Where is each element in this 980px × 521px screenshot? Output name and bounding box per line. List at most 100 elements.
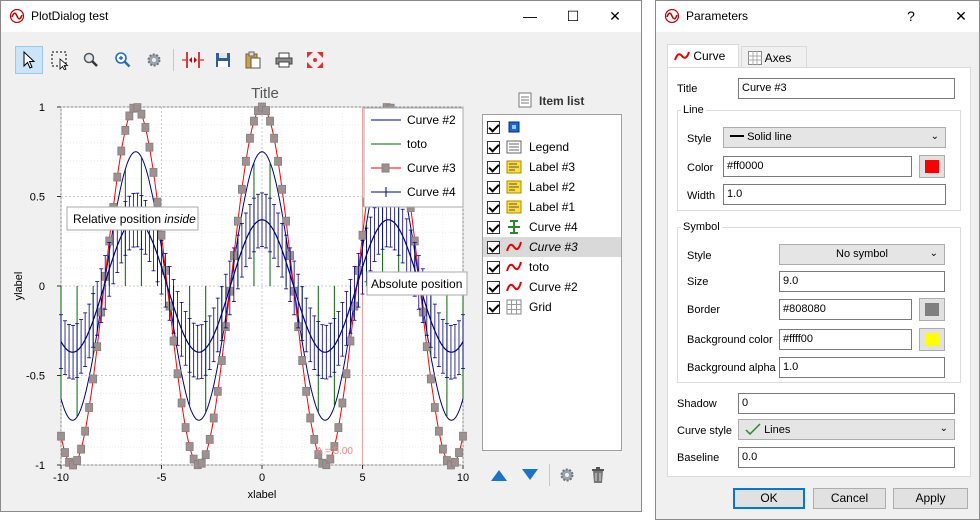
plot-window-titlebar[interactable]: PlotDialog test — ☐ ✕ bbox=[1, 1, 641, 32]
item-visibility-checkbox[interactable] bbox=[487, 261, 500, 274]
move-down-icon[interactable] bbox=[521, 467, 539, 483]
label-relative[interactable]: Relative position inside bbox=[66, 206, 199, 231]
item-list-icon bbox=[518, 92, 532, 108]
item-visibility-checkbox[interactable] bbox=[487, 301, 500, 314]
item-list-row[interactable]: Grid bbox=[483, 297, 621, 317]
series-marker bbox=[430, 403, 439, 412]
ok-button[interactable]: OK bbox=[733, 488, 805, 509]
width-field[interactable]: 1.0 bbox=[723, 184, 946, 205]
border-color-button[interactable] bbox=[919, 298, 945, 321]
item-label: Curve #2 bbox=[529, 280, 578, 294]
select-tool-button[interactable] bbox=[15, 46, 43, 74]
item-list-row[interactable]: Label #3 bbox=[483, 157, 621, 177]
item-list[interactable]: Legend Label #3 Label #2 Label #1 Curve #4 Cu… bbox=[482, 114, 622, 451]
series-marker bbox=[217, 356, 226, 365]
item-list-row[interactable]: Curve #4 bbox=[483, 217, 621, 237]
legend-icon bbox=[506, 139, 522, 155]
curve-style-label: Curve style bbox=[677, 425, 733, 437]
title-field[interactable]: Curve #3 bbox=[738, 78, 955, 99]
bg-color-field[interactable]: #ffff00 bbox=[779, 329, 912, 350]
legend-marker bbox=[381, 163, 390, 173]
errorbar-icon bbox=[506, 219, 522, 235]
list-tools-separator bbox=[549, 464, 550, 486]
series-marker bbox=[262, 106, 270, 115]
item-list-row[interactable] bbox=[483, 117, 621, 137]
move-up-icon[interactable] bbox=[490, 467, 508, 483]
curve-icon bbox=[506, 259, 522, 275]
item-visibility-checkbox[interactable] bbox=[487, 181, 500, 194]
parameters-titlebar[interactable]: Parameters ? ✕ bbox=[656, 1, 979, 32]
symbol-style-select[interactable]: No symbol ⌄ bbox=[779, 244, 945, 265]
series-marker bbox=[117, 146, 126, 156]
shadow-field[interactable]: 0 bbox=[738, 393, 955, 414]
item-list-row[interactable]: Curve #3 bbox=[483, 237, 621, 257]
axis-ticks: -10 -5 0 5 10 -1 -0.5 0 0.5 1 bbox=[26, 102, 469, 484]
curve-style-select[interactable]: Lines ⌄ bbox=[738, 419, 955, 440]
label-icon bbox=[506, 199, 522, 215]
close-button[interactable]: ✕ bbox=[609, 8, 621, 24]
series-marker bbox=[89, 374, 98, 384]
series-marker bbox=[189, 454, 198, 464]
maximize-button[interactable]: ☐ bbox=[566, 8, 580, 24]
label-absolute-text: Absolute position bbox=[371, 277, 462, 291]
item-visibility-checkbox[interactable] bbox=[487, 201, 500, 214]
plot-canvas[interactable]: Title -10 -5 0 5 10 -1 -0.5 0 0.5 1 xlabel ylabel… bbox=[1, 83, 481, 503]
item-visibility-checkbox[interactable] bbox=[487, 161, 500, 174]
item-list-row[interactable]: Curve #2 bbox=[483, 277, 621, 297]
zoom-fit-tool-button[interactable] bbox=[109, 46, 137, 74]
settings-tool-button[interactable] bbox=[140, 46, 168, 74]
color-field[interactable]: #ff0000 bbox=[723, 156, 912, 177]
zoom-tool-button[interactable] bbox=[77, 46, 105, 74]
item-visibility-checkbox[interactable] bbox=[487, 241, 500, 254]
arrow-cursor-icon bbox=[23, 51, 36, 69]
line-group-title: Line bbox=[681, 104, 706, 116]
series-marker bbox=[197, 458, 206, 468]
item-list-row[interactable]: Label #1 bbox=[483, 197, 621, 217]
color-picker-button[interactable] bbox=[919, 155, 945, 178]
bg-alpha-field[interactable]: 1.0 bbox=[779, 357, 945, 378]
legend[interactable]: Curve #2 toto Curve #3 Curve #4 bbox=[363, 107, 464, 208]
save-tool-button[interactable] bbox=[209, 46, 237, 74]
label-relative-italic: inside bbox=[164, 212, 196, 226]
color-label: Color bbox=[687, 162, 714, 174]
size-field[interactable]: 9.0 bbox=[779, 271, 945, 292]
trash-icon[interactable] bbox=[591, 467, 605, 483]
label-absolute[interactable]: Absolute position bbox=[366, 271, 468, 296]
item-visibility-checkbox[interactable] bbox=[487, 141, 500, 154]
symbol-group bbox=[677, 227, 961, 383]
minimize-button[interactable]: — bbox=[523, 8, 537, 24]
border-field[interactable]: #808080 bbox=[779, 299, 912, 320]
series-marker bbox=[133, 103, 142, 113]
series-marker bbox=[209, 413, 218, 423]
apply-button[interactable]: Apply bbox=[893, 488, 968, 509]
item-visibility-checkbox[interactable] bbox=[487, 221, 500, 234]
lines-icon bbox=[745, 423, 761, 436]
close-button[interactable]: ✕ bbox=[955, 8, 967, 24]
window-title: PlotDialog test bbox=[31, 9, 109, 23]
item-label: Label #1 bbox=[529, 200, 576, 214]
bg-color-button[interactable] bbox=[919, 328, 945, 351]
gear-icon[interactable] bbox=[559, 467, 575, 483]
item-list-row[interactable]: Legend bbox=[483, 137, 621, 157]
chevron-down-icon: ⌄ bbox=[930, 131, 939, 142]
item-visibility-checkbox[interactable] bbox=[487, 281, 500, 294]
series-marker bbox=[173, 369, 182, 379]
item-list-row[interactable]: toto bbox=[483, 257, 621, 277]
series-marker bbox=[306, 413, 315, 423]
fullscreen-tool-button[interactable] bbox=[301, 46, 329, 74]
tab-axes[interactable]: Axes bbox=[741, 46, 807, 68]
tab-curve[interactable]: Curve bbox=[667, 44, 739, 68]
series-marker bbox=[185, 442, 194, 451]
series-marker bbox=[434, 426, 443, 436]
item-list-row[interactable]: Label #2 bbox=[483, 177, 621, 197]
cancel-button[interactable]: Cancel bbox=[813, 488, 886, 509]
help-button[interactable]: ? bbox=[907, 8, 915, 24]
series-marker bbox=[282, 216, 291, 226]
copy-tool-button[interactable] bbox=[239, 46, 267, 74]
print-tool-button[interactable] bbox=[270, 46, 298, 74]
zoom-rect-tool-button[interactable] bbox=[46, 46, 74, 74]
cursor-tool-button[interactable] bbox=[179, 46, 207, 74]
baseline-field[interactable]: 0.0 bbox=[738, 447, 955, 468]
item-visibility-checkbox[interactable] bbox=[487, 121, 500, 134]
line-style-select[interactable]: Solid line ⌄ bbox=[723, 127, 946, 148]
